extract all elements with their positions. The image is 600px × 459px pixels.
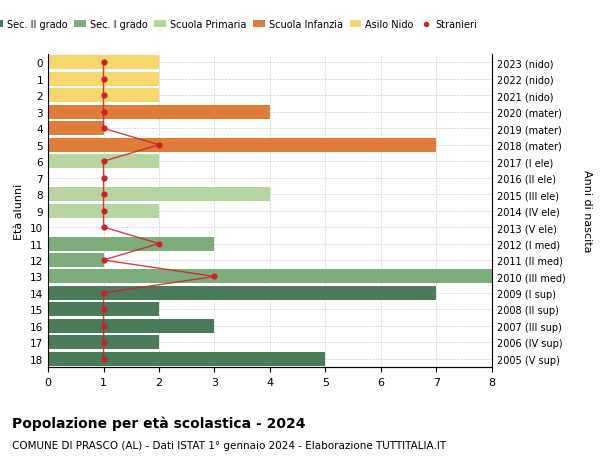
Point <box>98 290 109 297</box>
Point <box>98 207 109 215</box>
Point <box>210 273 220 280</box>
Bar <box>48 270 492 284</box>
Point <box>98 76 109 84</box>
Bar <box>48 139 436 152</box>
Bar <box>48 204 159 218</box>
Bar <box>48 286 436 300</box>
Bar <box>48 155 159 169</box>
Point <box>98 60 109 67</box>
Point <box>98 125 109 133</box>
Bar <box>48 188 270 202</box>
Bar <box>48 319 215 333</box>
Legend: Sec. II grado, Sec. I grado, Scuola Primaria, Scuola Infanzia, Asilo Nido, Stran: Sec. II grado, Sec. I grado, Scuola Prim… <box>0 16 481 34</box>
Point <box>98 224 109 231</box>
Point <box>98 191 109 198</box>
Point <box>98 323 109 330</box>
Bar <box>48 73 159 87</box>
Y-axis label: Età alunni: Età alunni <box>14 183 25 239</box>
Y-axis label: Anni di nascita: Anni di nascita <box>582 170 592 252</box>
Text: Popolazione per età scolastica - 2024: Popolazione per età scolastica - 2024 <box>12 415 305 430</box>
Bar <box>48 303 159 317</box>
Point <box>98 257 109 264</box>
Bar <box>48 253 104 268</box>
Bar <box>48 122 104 136</box>
Bar <box>48 56 159 70</box>
Point <box>98 339 109 346</box>
Bar <box>48 106 270 119</box>
Point <box>154 241 164 248</box>
Point <box>98 92 109 100</box>
Point <box>98 158 109 166</box>
Bar <box>48 352 325 366</box>
Point <box>98 355 109 363</box>
Point <box>98 306 109 313</box>
Point <box>98 109 109 116</box>
Bar <box>48 336 159 350</box>
Bar <box>48 237 215 251</box>
Point <box>154 142 164 149</box>
Point <box>98 174 109 182</box>
Bar <box>48 89 159 103</box>
Text: COMUNE DI PRASCO (AL) - Dati ISTAT 1° gennaio 2024 - Elaborazione TUTTITALIA.IT: COMUNE DI PRASCO (AL) - Dati ISTAT 1° ge… <box>12 440 446 450</box>
